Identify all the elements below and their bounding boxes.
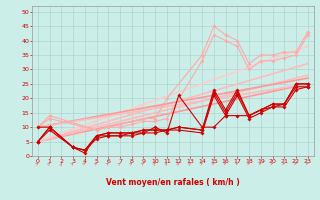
X-axis label: Vent moyen/en rafales ( km/h ): Vent moyen/en rafales ( km/h ) [106,178,240,187]
